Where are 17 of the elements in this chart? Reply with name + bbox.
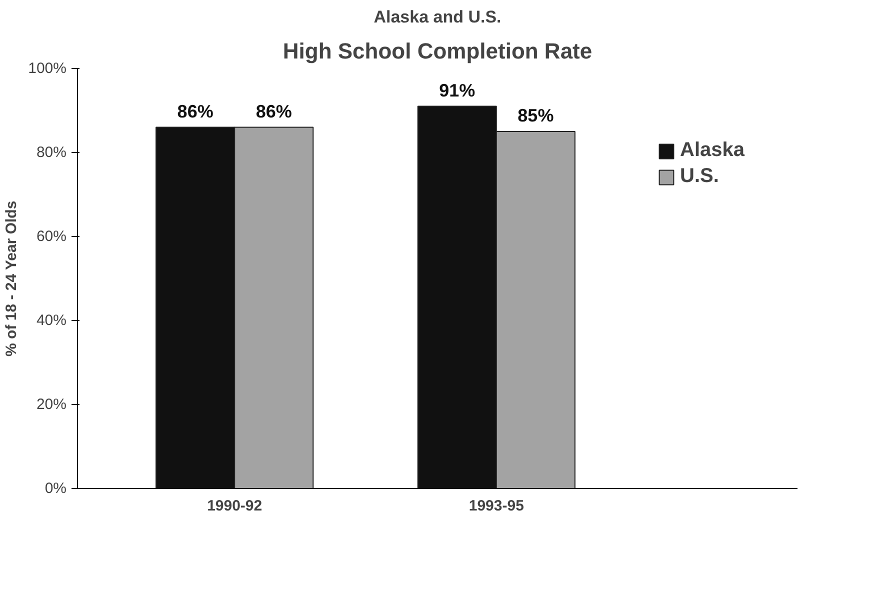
chart-subtitle: Alaska and U.S. <box>374 8 502 26</box>
y-axis-title: % of 18 - 24 Year Olds <box>3 200 20 356</box>
legend-label: U.S. <box>680 165 719 188</box>
data-label: 86% <box>256 101 292 122</box>
data-label: 91% <box>439 80 476 100</box>
y-tick-label: 40% <box>36 312 67 329</box>
y-tick-label: 100% <box>28 60 67 77</box>
y-tick-label: 80% <box>36 144 67 161</box>
data-label: 86% <box>177 101 214 122</box>
y-tick-label: 20% <box>36 396 67 413</box>
data-label: 85% <box>518 106 554 126</box>
legend-label: Alaska <box>680 139 744 162</box>
x-tick-label: 1993-95 <box>468 498 524 514</box>
y-tick-label: 60% <box>36 228 67 245</box>
chart-title: High School Completion Rate <box>282 38 592 64</box>
x-tick-label: 1990-92 <box>207 498 262 514</box>
y-tick-label: 0% <box>44 480 67 497</box>
